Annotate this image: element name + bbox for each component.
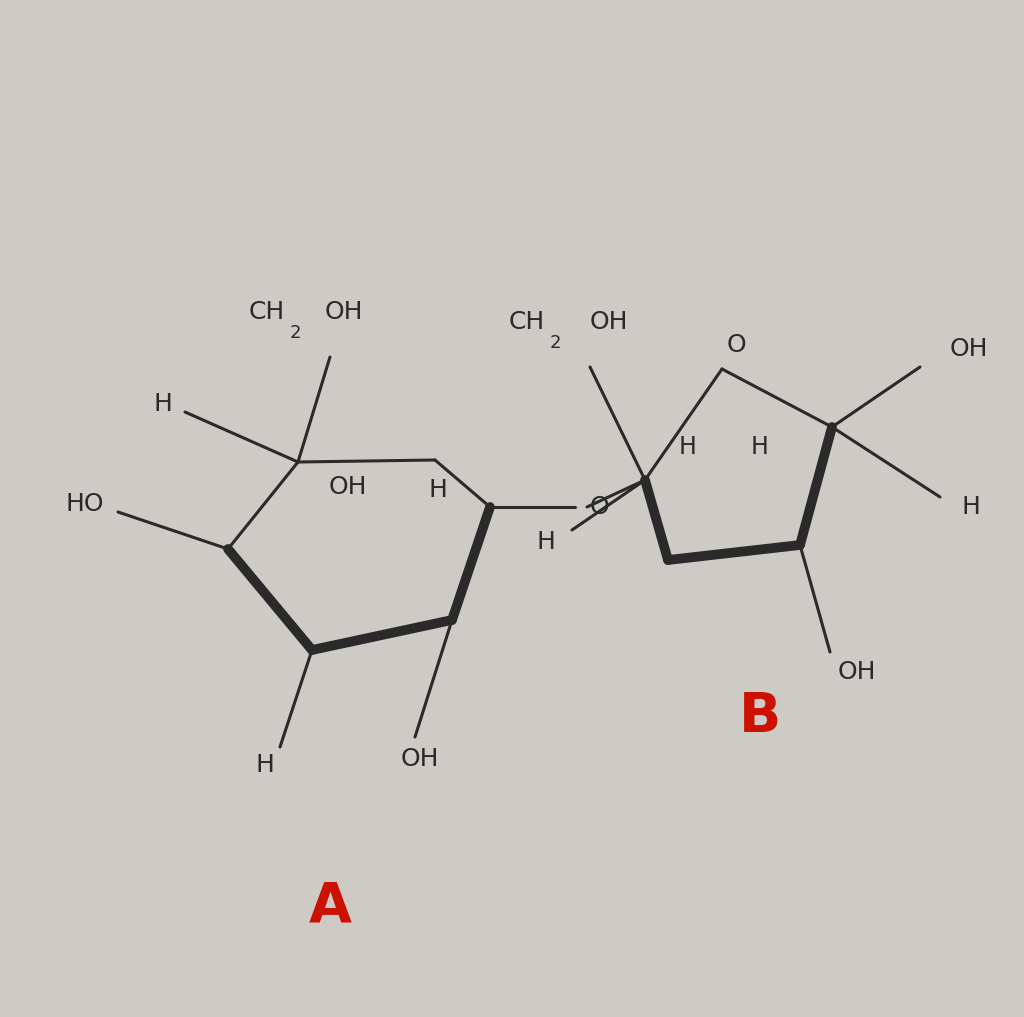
Text: OH: OH (400, 747, 439, 771)
Text: 2: 2 (290, 324, 301, 342)
Text: H: H (679, 435, 697, 459)
Text: HO: HO (66, 492, 104, 516)
Text: H: H (154, 392, 172, 416)
Text: OH: OH (950, 337, 988, 361)
Text: B: B (739, 690, 781, 744)
Text: 2: 2 (550, 334, 561, 352)
Text: H: H (962, 495, 981, 519)
Text: O: O (590, 495, 609, 519)
Text: OH: OH (838, 660, 877, 684)
Text: OH: OH (329, 475, 368, 499)
Text: CH: CH (509, 310, 545, 334)
Text: H: H (256, 753, 274, 777)
Text: H: H (537, 530, 555, 554)
Text: O: O (727, 333, 746, 357)
Text: CH: CH (249, 300, 285, 324)
Text: OH: OH (325, 300, 364, 324)
Text: A: A (308, 880, 351, 934)
Text: OH: OH (590, 310, 629, 334)
Text: H: H (751, 435, 769, 459)
Text: H: H (429, 478, 447, 502)
